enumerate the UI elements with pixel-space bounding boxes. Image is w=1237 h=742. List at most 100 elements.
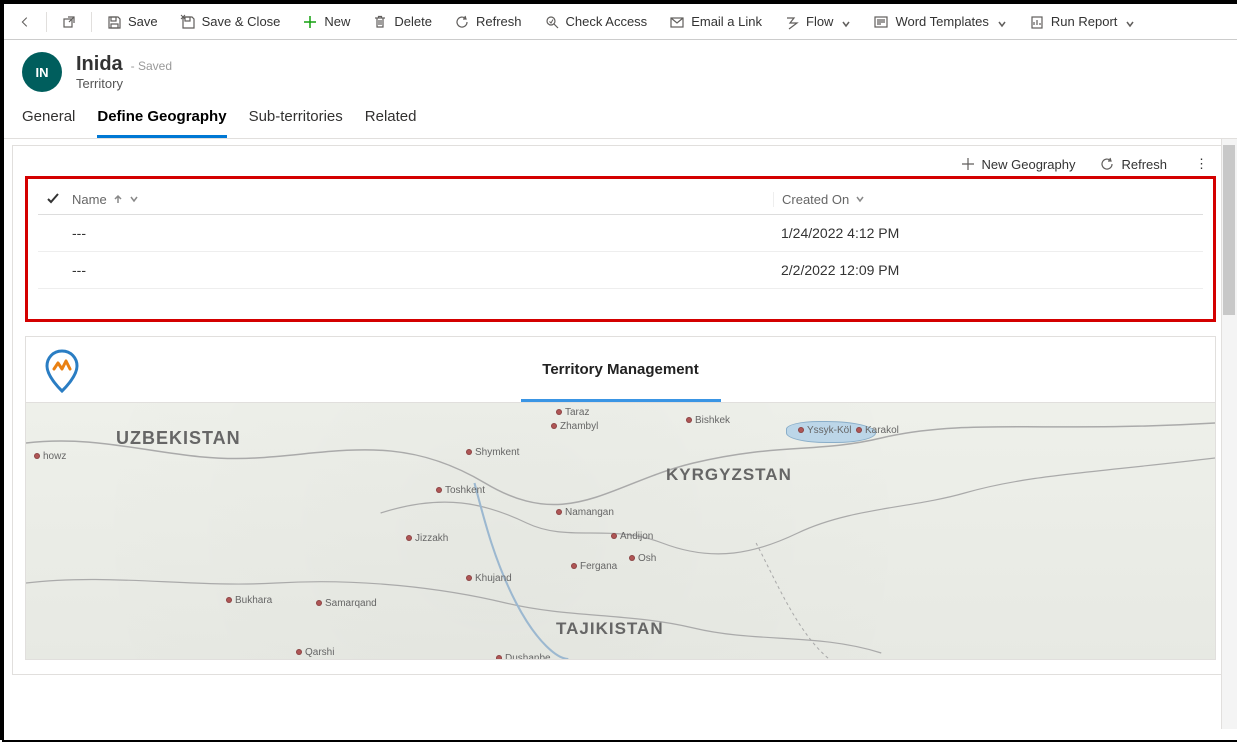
back-button	[8, 11, 42, 33]
city-qarshi: Qarshi	[296, 647, 334, 658]
chevron-down-icon	[841, 17, 851, 27]
city-fergana: Fergana	[571, 561, 617, 572]
map-canvas[interactable]: UZBEKISTAN KYRGYZSTAN TAJIKISTAN Taraz Z…	[26, 403, 1215, 659]
tab-sub-territories[interactable]: Sub-territories	[249, 102, 343, 138]
refresh-icon	[454, 14, 470, 30]
column-header-created[interactable]: Created On	[773, 192, 1203, 207]
sort-asc-icon	[113, 192, 123, 207]
city-karakol: Karakol	[856, 425, 899, 436]
subgrid-refresh-label: Refresh	[1121, 157, 1167, 172]
map-title: Territory Management	[542, 361, 698, 378]
subgrid-refresh-button[interactable]: Refresh	[1099, 156, 1167, 172]
command-bar: Save Save & Close New Delete Refresh Che…	[4, 4, 1237, 40]
popout-button[interactable]	[51, 10, 87, 34]
flow-button[interactable]: Flow	[774, 10, 861, 34]
new-geography-label: New Geography	[982, 157, 1076, 172]
scrollbar-thumb[interactable]	[1223, 145, 1235, 315]
city-yssykkol: Yssyk-Köl	[798, 425, 851, 436]
chevron-down-icon	[997, 17, 1007, 27]
flow-label: Flow	[806, 14, 833, 29]
table-row[interactable]: --- 2/2/2022 12:09 PM	[38, 252, 1203, 289]
refresh-icon	[1099, 156, 1115, 172]
chevron-down-icon	[1125, 17, 1135, 27]
country-label-kyrgyzstan: KYRGYZSTAN	[666, 465, 792, 485]
new-button[interactable]: New	[292, 10, 360, 34]
column-header-name[interactable]: Name	[68, 192, 773, 207]
tab-related[interactable]: Related	[365, 102, 417, 138]
delete-button[interactable]: Delete	[362, 10, 442, 34]
delete-label: Delete	[394, 14, 432, 29]
page-title: Inida	[76, 53, 123, 76]
check-access-button[interactable]: Check Access	[534, 10, 658, 34]
city-dushanbe: Dushanbe	[496, 653, 551, 659]
run-report-label: Run Report	[1051, 14, 1117, 29]
avatar: IN	[22, 52, 62, 92]
city-taraz: Taraz	[556, 407, 589, 418]
email-link-label: Email a Link	[691, 14, 762, 29]
save-close-label: Save & Close	[202, 14, 281, 29]
select-all-column[interactable]	[38, 191, 68, 208]
refresh-button[interactable]: Refresh	[444, 10, 532, 34]
save-close-button[interactable]: Save & Close	[170, 10, 291, 34]
city-namangan: Namangan	[556, 507, 614, 518]
refresh-label: Refresh	[476, 14, 522, 29]
email-icon	[669, 14, 685, 30]
city-osh: Osh	[629, 553, 656, 564]
column-created-label: Created On	[782, 192, 849, 207]
tab-define-geography[interactable]: Define Geography	[97, 102, 226, 138]
country-label-tajikistan: TAJIKISTAN	[556, 619, 664, 639]
word-templates-label: Word Templates	[895, 14, 988, 29]
chevron-down-icon	[855, 192, 865, 207]
cell-created: 1/24/2022 4:12 PM	[773, 225, 1203, 241]
subgrid-toolbar: New Geography Refresh ⋮	[13, 146, 1228, 176]
flow-icon	[784, 14, 800, 30]
report-icon	[1029, 14, 1045, 30]
chevron-down-icon	[129, 192, 139, 207]
country-label-uzbekistan: UZBEKISTAN	[116, 428, 241, 449]
word-templates-icon	[873, 14, 889, 30]
scrollbar-track[interactable]	[1221, 139, 1237, 729]
cell-name: ---	[38, 262, 773, 278]
run-report-button[interactable]: Run Report	[1019, 10, 1145, 34]
map-logo-icon	[44, 349, 80, 389]
save-button[interactable]: Save	[96, 10, 168, 34]
city-samarqand: Samarqand	[316, 598, 377, 609]
content-panel: New Geography Refresh ⋮ Name Create	[12, 145, 1229, 675]
popout-icon	[61, 14, 77, 30]
saved-status: - Saved	[131, 59, 172, 73]
column-name-label: Name	[72, 192, 107, 207]
new-geography-button[interactable]: New Geography	[960, 156, 1076, 172]
separator	[46, 12, 47, 32]
plus-icon	[960, 156, 976, 172]
territory-map-card: Territory Management UZBEKISTAN KYRGYZST…	[25, 336, 1216, 660]
table-row[interactable]: --- 1/24/2022 4:12 PM	[38, 215, 1203, 252]
city-jizzakh: Jizzakh	[406, 533, 448, 544]
separator	[91, 12, 92, 32]
city-andijon: Andijon	[611, 531, 653, 542]
save-icon	[106, 14, 122, 30]
save-label: Save	[128, 14, 158, 29]
check-access-icon	[544, 14, 560, 30]
tab-general[interactable]: General	[22, 102, 75, 138]
map-header: Territory Management	[26, 337, 1215, 403]
cell-name: ---	[38, 225, 773, 241]
arrow-left-icon	[18, 15, 32, 29]
form-tabs: General Define Geography Sub-territories…	[4, 98, 1237, 139]
geography-grid-highlight: Name Created On --- 1/24/2022 4:12 PM --…	[25, 176, 1216, 322]
city-khowz: howz	[34, 451, 66, 462]
save-close-icon	[180, 14, 196, 30]
email-link-button[interactable]: Email a Link	[659, 10, 772, 34]
record-title-block: Inida - Saved Territory	[76, 53, 172, 91]
city-khujand: Khujand	[466, 573, 512, 584]
record-header: IN Inida - Saved Territory	[4, 40, 1237, 98]
trash-icon	[372, 14, 388, 30]
map-tab-underline	[521, 399, 721, 402]
entity-name: Territory	[76, 76, 172, 91]
plus-icon	[302, 14, 318, 30]
check-access-label: Check Access	[566, 14, 648, 29]
new-label: New	[324, 14, 350, 29]
cell-created: 2/2/2022 12:09 PM	[773, 262, 1203, 278]
city-bishkek: Bishkek	[686, 415, 730, 426]
content-scroll[interactable]: New Geography Refresh ⋮ Name Create	[4, 139, 1237, 729]
word-templates-button[interactable]: Word Templates	[863, 10, 1016, 34]
